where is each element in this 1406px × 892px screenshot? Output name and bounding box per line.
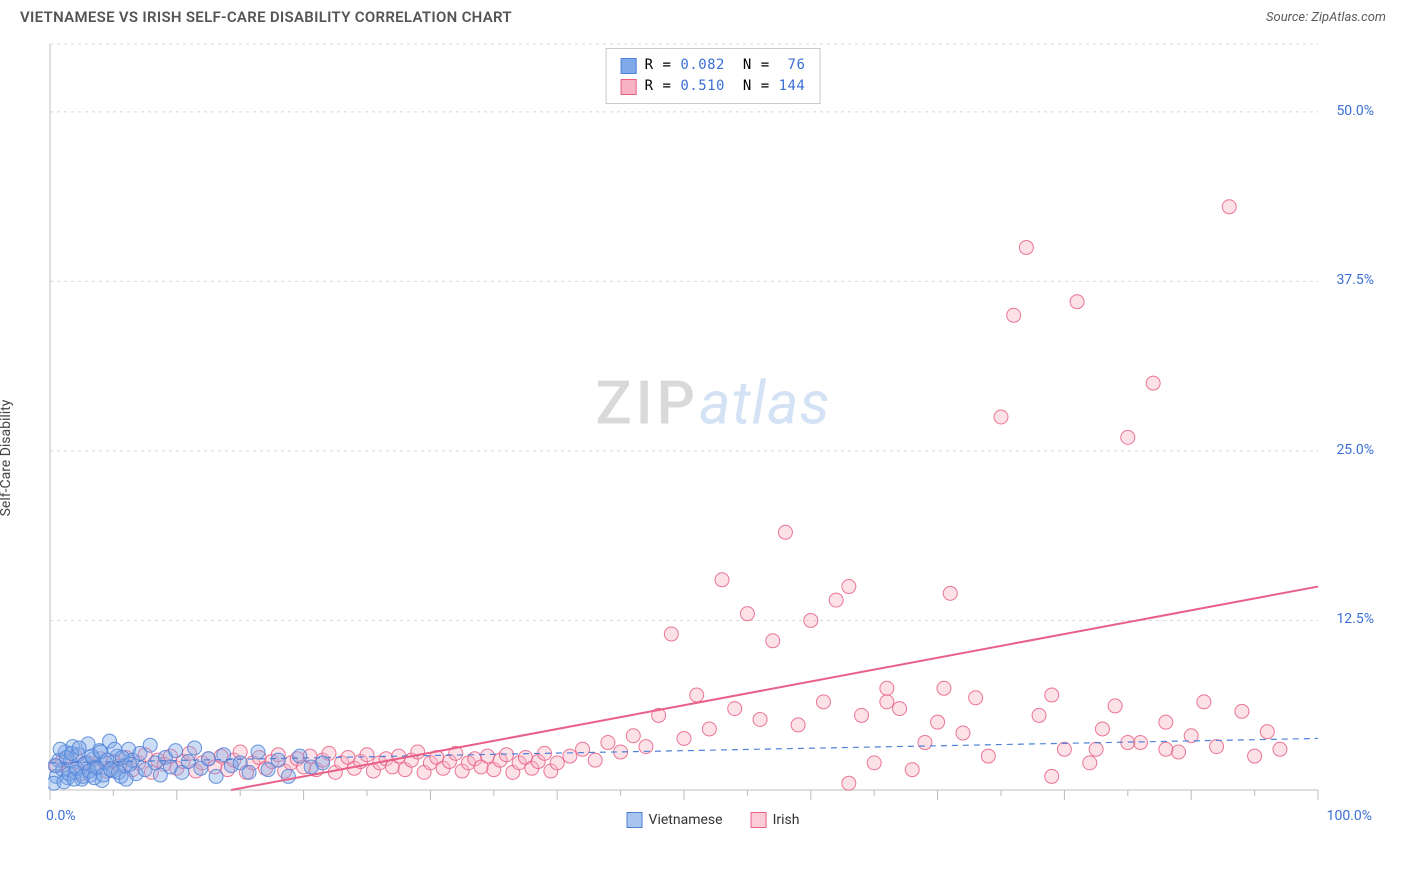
- source-label: Source: ZipAtlas.com: [1266, 10, 1386, 25]
- swatch-icon: [751, 812, 767, 828]
- swatch-icon: [621, 58, 637, 74]
- y-tick-label: 37.5%: [1336, 272, 1374, 288]
- legend-item: Vietnamese: [627, 812, 723, 828]
- legend-series: Vietnamese Irish: [627, 812, 800, 828]
- x-tick-label: 0.0%: [46, 808, 76, 824]
- legend-stats-row: R = 0.510 N = 144: [621, 76, 806, 97]
- y-tick-label: 50.0%: [1336, 103, 1374, 119]
- swatch-icon: [621, 79, 637, 95]
- legend-label: Irish: [773, 812, 800, 828]
- x-tick-label: 100.0%: [1327, 808, 1372, 824]
- swatch-icon: [627, 812, 643, 828]
- y-tick-label: 12.5%: [1336, 611, 1374, 627]
- legend-stats: R = 0.082 N = 76 R = 0.510 N = 144: [606, 48, 821, 104]
- chart-title: VIETNAMESE VS IRISH SELF-CARE DISABILITY…: [20, 8, 512, 26]
- y-axis-label: Self-Care Disability: [0, 400, 14, 517]
- legend-item: Irish: [751, 812, 800, 828]
- y-tick-label: 25.0%: [1336, 442, 1374, 458]
- scatter-plot: ZIPatlas R = 0.082 N = 76 R = 0.510 N = …: [48, 40, 1378, 830]
- legend-label: Vietnamese: [649, 812, 723, 828]
- legend-stats-row: R = 0.082 N = 76: [621, 55, 806, 76]
